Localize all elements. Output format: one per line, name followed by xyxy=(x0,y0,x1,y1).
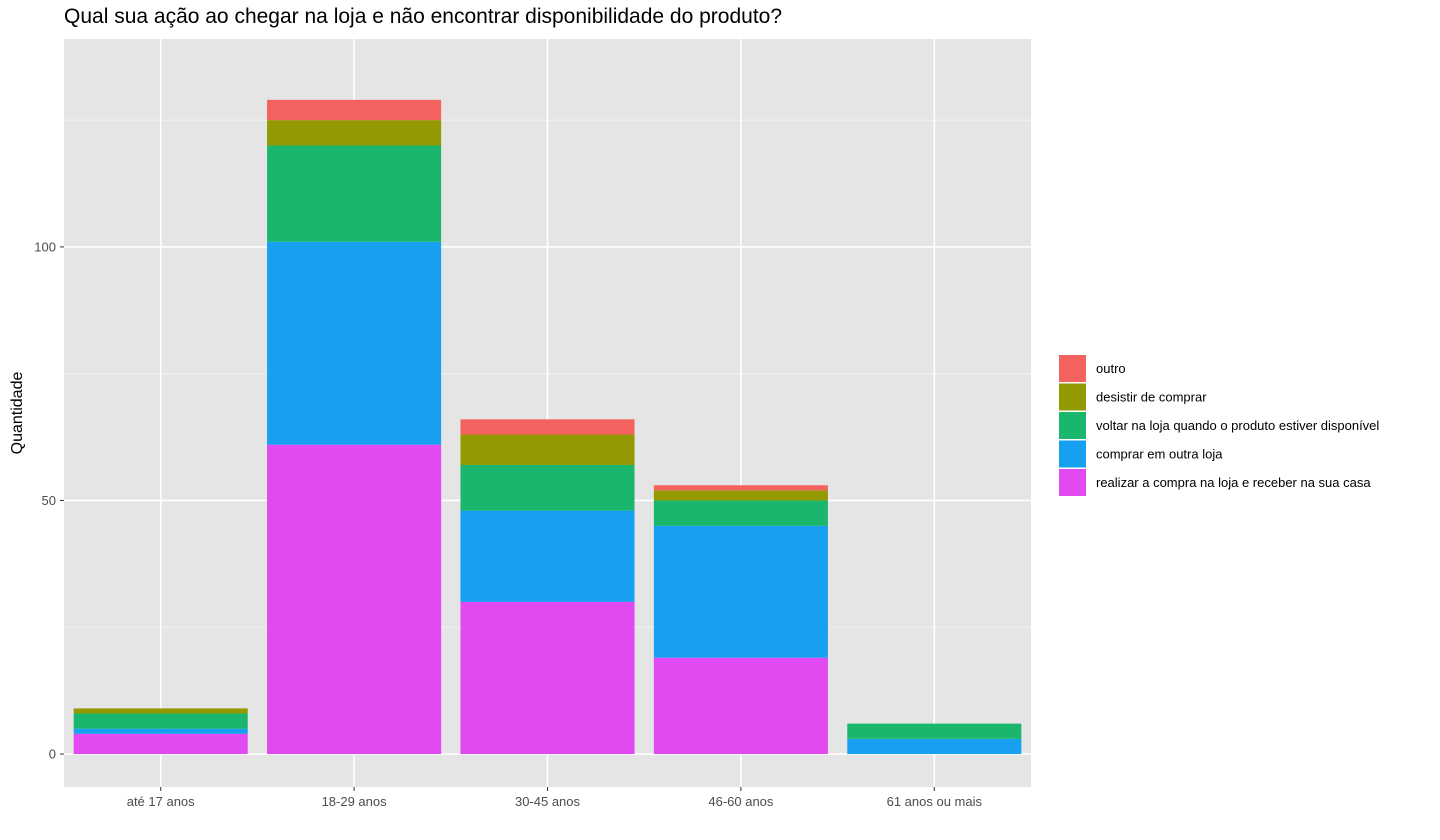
bar-segment xyxy=(267,99,442,121)
axes: 0 50 100 até 17 anos 18-29 anos 30-45 anos 46-… xyxy=(34,239,982,809)
bar-segment xyxy=(267,241,442,445)
y-tick-label: 0 xyxy=(49,747,56,762)
x-tick-label: 30-45 anos xyxy=(515,794,581,809)
x-tick-label: 46-60 anos xyxy=(708,794,774,809)
legend-label: outro xyxy=(1096,361,1126,376)
bar-segment xyxy=(267,145,442,242)
legend-key xyxy=(1059,355,1086,382)
bar-segment xyxy=(653,490,828,501)
y-axis-title: Quantidade xyxy=(9,372,26,455)
bar-segment xyxy=(267,120,442,146)
bar-segment xyxy=(653,500,828,526)
bar-segment xyxy=(847,738,1022,755)
legend-label: realizar a compra na loja e receber na s… xyxy=(1096,475,1371,490)
x-tick-label: até 17 anos xyxy=(127,794,195,809)
legend-key xyxy=(1059,412,1086,439)
legend-key xyxy=(1059,383,1086,411)
legend-label: comprar em outra loja xyxy=(1096,447,1223,462)
bar-segment xyxy=(460,601,635,755)
chart-title: Qual sua ação ao chegar na loja e não en… xyxy=(64,5,783,28)
bar-segment xyxy=(73,733,248,755)
bar-segment xyxy=(653,525,828,658)
bar-segment xyxy=(460,464,635,511)
legend-key xyxy=(1059,440,1086,468)
bar-segment xyxy=(460,419,635,435)
legend-label: desistir de comprar xyxy=(1096,390,1207,405)
legend: outro desistir de comprar voltar na loja q… xyxy=(1059,355,1379,496)
legend-label: voltar na loja quando o produto estiver … xyxy=(1096,418,1379,433)
x-tick-label: 18-29 anos xyxy=(322,794,388,809)
x-tick-label: 61 anos ou mais xyxy=(887,794,983,809)
bar-segment xyxy=(653,657,828,755)
bar-segment xyxy=(267,444,442,755)
bar-segment xyxy=(653,485,828,491)
legend-key xyxy=(1059,469,1086,496)
bar-segment xyxy=(73,728,248,734)
bar-segment xyxy=(73,713,248,729)
bar-segment xyxy=(460,510,635,602)
y-tick-label: 50 xyxy=(42,493,56,508)
bar-segment xyxy=(73,708,248,714)
bar-segment xyxy=(847,723,1022,739)
bars xyxy=(73,99,1022,755)
bar-segment xyxy=(460,434,635,465)
y-tick-label: 100 xyxy=(34,239,56,254)
